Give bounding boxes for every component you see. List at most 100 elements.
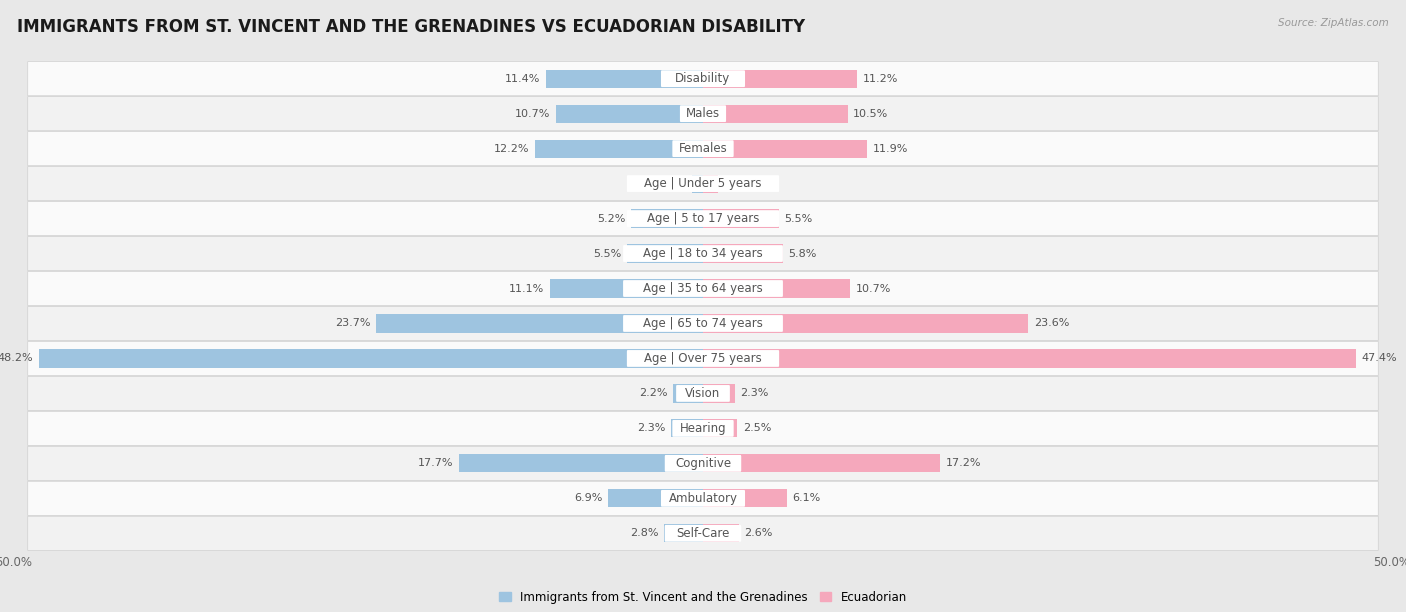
- Legend: Immigrants from St. Vincent and the Grenadines, Ecuadorian: Immigrants from St. Vincent and the Gren…: [494, 586, 912, 608]
- Bar: [703, 349, 1357, 368]
- Text: Ambulatory: Ambulatory: [668, 492, 738, 505]
- FancyBboxPatch shape: [661, 490, 745, 507]
- FancyBboxPatch shape: [665, 455, 741, 472]
- Text: 11.4%: 11.4%: [505, 73, 540, 84]
- Bar: [460, 454, 703, 472]
- FancyBboxPatch shape: [672, 420, 734, 437]
- Bar: [692, 174, 703, 193]
- Bar: [703, 419, 738, 438]
- FancyBboxPatch shape: [623, 245, 783, 262]
- Text: Age | Over 75 years: Age | Over 75 years: [644, 352, 762, 365]
- Text: 11.2%: 11.2%: [863, 73, 898, 84]
- FancyBboxPatch shape: [28, 236, 1378, 271]
- Text: 2.5%: 2.5%: [742, 424, 772, 433]
- Text: 47.4%: 47.4%: [1361, 354, 1398, 364]
- Text: 5.5%: 5.5%: [593, 248, 621, 258]
- Bar: [39, 349, 703, 368]
- FancyBboxPatch shape: [28, 341, 1378, 376]
- Text: Females: Females: [679, 142, 727, 155]
- Text: IMMIGRANTS FROM ST. VINCENT AND THE GRENADINES VS ECUADORIAN DISABILITY: IMMIGRANTS FROM ST. VINCENT AND THE GREN…: [17, 18, 806, 36]
- Text: 10.5%: 10.5%: [853, 109, 889, 119]
- Bar: [703, 454, 941, 472]
- Bar: [631, 209, 703, 228]
- FancyBboxPatch shape: [627, 350, 779, 367]
- FancyBboxPatch shape: [28, 481, 1378, 515]
- Text: 23.7%: 23.7%: [336, 318, 371, 329]
- Bar: [607, 489, 703, 507]
- FancyBboxPatch shape: [623, 280, 783, 297]
- FancyBboxPatch shape: [28, 376, 1378, 411]
- Bar: [546, 70, 703, 88]
- FancyBboxPatch shape: [28, 272, 1378, 305]
- Text: 5.5%: 5.5%: [785, 214, 813, 223]
- FancyBboxPatch shape: [28, 411, 1378, 446]
- Text: 48.2%: 48.2%: [0, 354, 34, 364]
- Text: 6.1%: 6.1%: [793, 493, 821, 503]
- FancyBboxPatch shape: [681, 105, 725, 122]
- Bar: [703, 209, 779, 228]
- Text: Cognitive: Cognitive: [675, 457, 731, 470]
- Bar: [703, 105, 848, 123]
- Text: Source: ZipAtlas.com: Source: ZipAtlas.com: [1278, 18, 1389, 28]
- Bar: [703, 244, 783, 263]
- Text: 11.1%: 11.1%: [509, 283, 544, 294]
- Text: 10.7%: 10.7%: [856, 283, 891, 294]
- FancyBboxPatch shape: [28, 132, 1378, 166]
- Bar: [703, 315, 1028, 332]
- FancyBboxPatch shape: [28, 201, 1378, 236]
- FancyBboxPatch shape: [28, 166, 1378, 201]
- Bar: [672, 384, 703, 403]
- Text: Age | 18 to 34 years: Age | 18 to 34 years: [643, 247, 763, 260]
- FancyBboxPatch shape: [28, 517, 1378, 550]
- Text: Age | 35 to 64 years: Age | 35 to 64 years: [643, 282, 763, 295]
- FancyBboxPatch shape: [28, 307, 1378, 340]
- Text: 23.6%: 23.6%: [1033, 318, 1069, 329]
- Bar: [703, 384, 735, 403]
- Bar: [703, 280, 851, 297]
- Text: Disability: Disability: [675, 72, 731, 85]
- Text: Males: Males: [686, 107, 720, 120]
- Text: 6.9%: 6.9%: [574, 493, 602, 503]
- Bar: [671, 419, 703, 438]
- Text: 11.9%: 11.9%: [873, 144, 908, 154]
- Text: 2.2%: 2.2%: [638, 389, 668, 398]
- FancyBboxPatch shape: [623, 315, 783, 332]
- FancyBboxPatch shape: [672, 140, 734, 157]
- Bar: [555, 105, 703, 123]
- Bar: [627, 244, 703, 263]
- Bar: [703, 524, 738, 542]
- Text: Hearing: Hearing: [679, 422, 727, 435]
- Text: Age | Under 5 years: Age | Under 5 years: [644, 177, 762, 190]
- Bar: [703, 70, 858, 88]
- FancyBboxPatch shape: [661, 70, 745, 87]
- FancyBboxPatch shape: [676, 385, 730, 402]
- Text: 17.2%: 17.2%: [945, 458, 981, 468]
- FancyBboxPatch shape: [28, 62, 1378, 95]
- FancyBboxPatch shape: [28, 446, 1378, 480]
- FancyBboxPatch shape: [627, 210, 779, 227]
- Bar: [703, 140, 868, 158]
- Bar: [703, 174, 718, 193]
- Bar: [377, 315, 703, 332]
- Text: 2.3%: 2.3%: [637, 424, 666, 433]
- Text: 0.79%: 0.79%: [651, 179, 686, 188]
- Text: 17.7%: 17.7%: [418, 458, 454, 468]
- Text: 5.8%: 5.8%: [789, 248, 817, 258]
- Text: Vision: Vision: [685, 387, 721, 400]
- Text: 2.8%: 2.8%: [630, 528, 659, 539]
- Text: 5.2%: 5.2%: [598, 214, 626, 223]
- Text: 12.2%: 12.2%: [494, 144, 530, 154]
- Bar: [534, 140, 703, 158]
- Text: Age | 5 to 17 years: Age | 5 to 17 years: [647, 212, 759, 225]
- Bar: [703, 489, 787, 507]
- Text: 2.3%: 2.3%: [740, 389, 769, 398]
- Bar: [665, 524, 703, 542]
- FancyBboxPatch shape: [28, 97, 1378, 131]
- Text: 2.6%: 2.6%: [744, 528, 773, 539]
- Text: 10.7%: 10.7%: [515, 109, 550, 119]
- Bar: [550, 280, 703, 297]
- Text: Self-Care: Self-Care: [676, 527, 730, 540]
- FancyBboxPatch shape: [665, 525, 741, 542]
- Text: Age | 65 to 74 years: Age | 65 to 74 years: [643, 317, 763, 330]
- FancyBboxPatch shape: [627, 175, 779, 192]
